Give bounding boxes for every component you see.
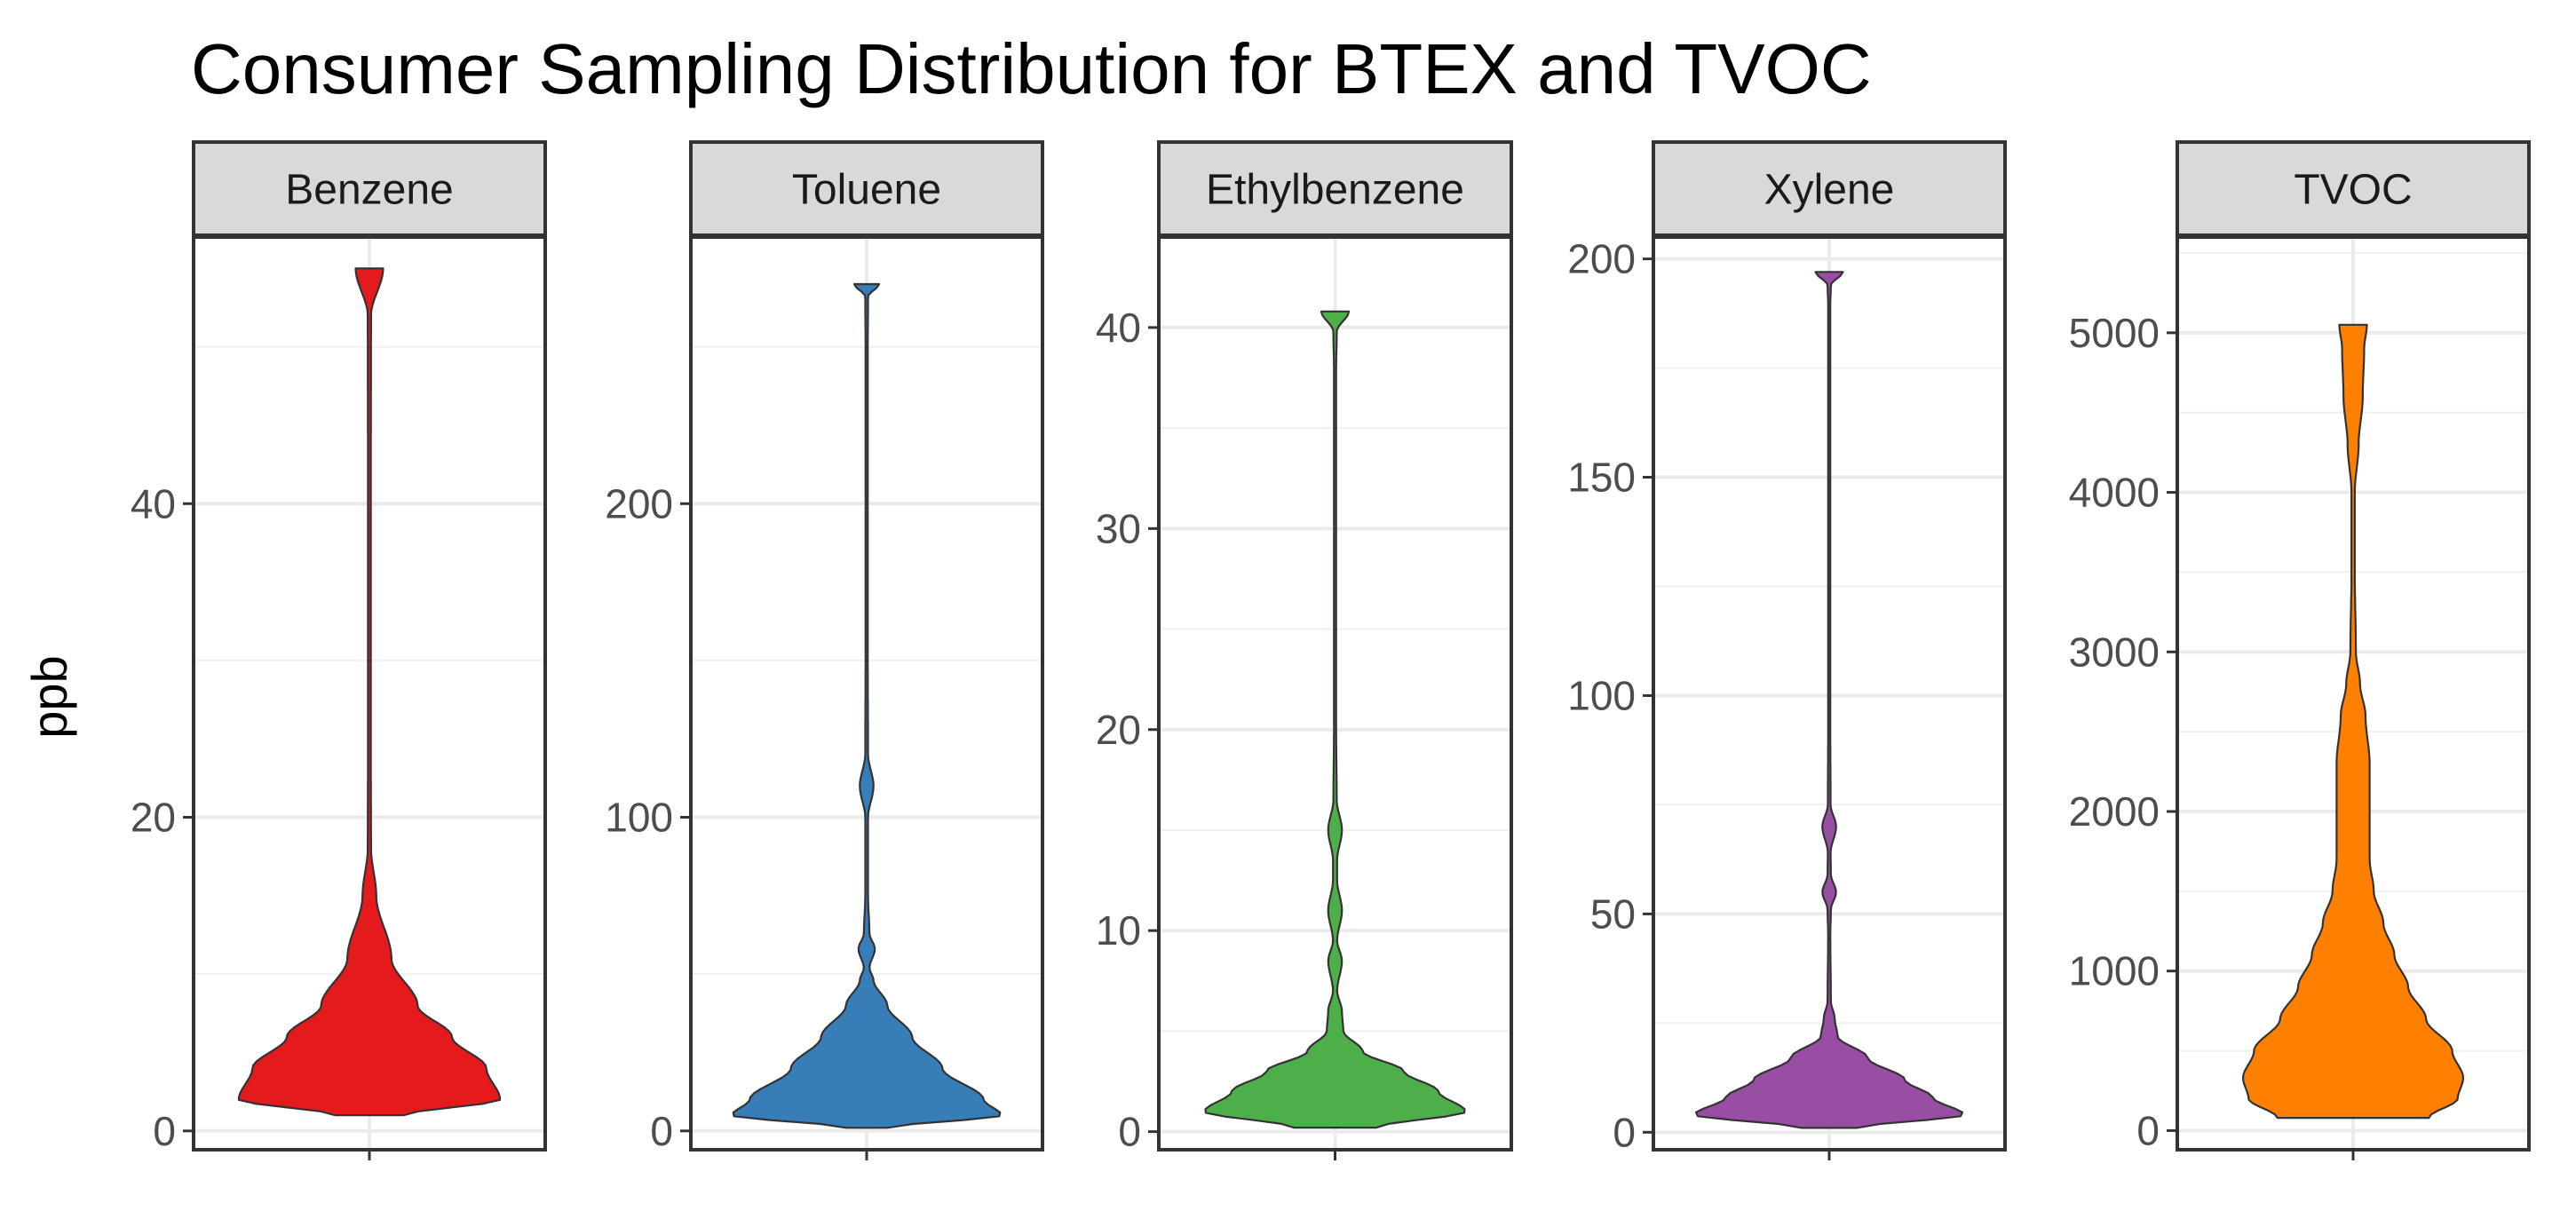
facet-ethylbenzene: Ethylbenzene 0 10 20 30 40 bbox=[1096, 140, 1513, 1160]
strip-label-toluene: Toluene bbox=[792, 167, 941, 214]
chart-title: Consumer Sampling Distribution for BTEX … bbox=[191, 29, 1872, 108]
strip-header bbox=[1157, 140, 1513, 237]
y-tick-label: 1000 bbox=[2069, 948, 2160, 994]
y-tick-label: 0 bbox=[2136, 1107, 2160, 1153]
y-tick-label: 30 bbox=[1096, 505, 1141, 551]
y-tick-label: 100 bbox=[605, 795, 673, 841]
y-tick-label: 2000 bbox=[2069, 788, 2160, 835]
y-tick-label: 4000 bbox=[2069, 470, 2160, 516]
violin-ethylbenzene bbox=[1204, 310, 1466, 1129]
y-tick-label: 3000 bbox=[2069, 629, 2160, 675]
y-tick-label: 0 bbox=[153, 1108, 176, 1154]
facet-xylene: Xylene 0 50 100 150 200 bbox=[1567, 140, 2007, 1160]
strip-label-ethylbenzene: Ethylbenzene bbox=[1206, 167, 1464, 214]
y-tick-label: 40 bbox=[131, 480, 176, 526]
strip-header bbox=[689, 140, 1044, 237]
y-tick-label: 200 bbox=[1567, 236, 1636, 282]
facet-benzene: Benzene 0 20 40 bbox=[131, 140, 547, 1160]
y-tick-label: 0 bbox=[1613, 1109, 1636, 1155]
y-tick-label: 20 bbox=[1096, 707, 1141, 753]
y-tick-label: 20 bbox=[131, 795, 176, 841]
y-tick-label: 200 bbox=[605, 480, 673, 526]
y-axis-label: ppb bbox=[21, 655, 77, 738]
y-tick-label: 50 bbox=[1590, 890, 1636, 937]
strip-label-benzene: Benzene bbox=[285, 167, 454, 214]
violin-benzene bbox=[237, 267, 502, 1117]
facet-toluene: Toluene 0 100 200 bbox=[605, 140, 1044, 1160]
y-tick-label: 5000 bbox=[2069, 310, 2160, 356]
y-tick-label: 150 bbox=[1567, 455, 1636, 501]
strip-header bbox=[192, 140, 547, 237]
strip-label-tvoc: TVOC bbox=[2294, 167, 2412, 214]
y-tick-label: 0 bbox=[1118, 1109, 1141, 1155]
facet-panels: Benzene02040Toluene0100200Ethylbenzene01… bbox=[131, 140, 2531, 1160]
strip-header bbox=[2176, 140, 2531, 237]
y-tick-label: 0 bbox=[650, 1108, 673, 1154]
y-tick-label: 40 bbox=[1096, 305, 1141, 351]
y-tick-label: 10 bbox=[1096, 907, 1141, 954]
strip-label-xylene: Xylene bbox=[1764, 167, 1895, 214]
violin-tvoc bbox=[2241, 323, 2465, 1120]
y-tick-label: 100 bbox=[1567, 672, 1636, 718]
violin-toluene bbox=[732, 282, 1002, 1129]
violin-xylene bbox=[1694, 271, 1964, 1129]
facet-tvoc: TVOC 0 1000 2000 3000 4000 5000 bbox=[2069, 140, 2531, 1160]
strip-header bbox=[1652, 140, 2007, 237]
